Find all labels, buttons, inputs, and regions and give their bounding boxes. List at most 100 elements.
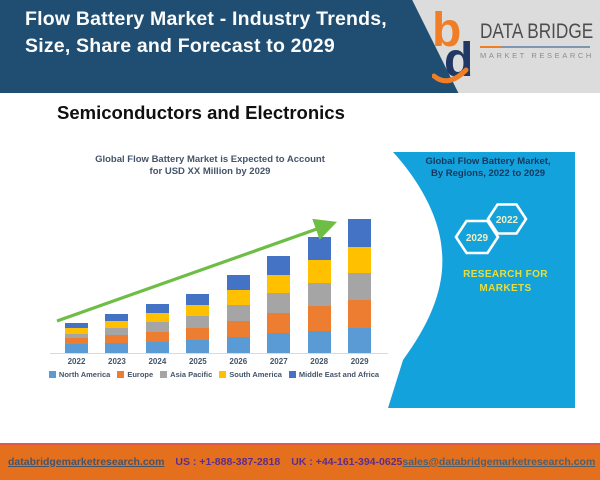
x-axis-label: 2022 xyxy=(67,357,86,366)
bar-segment xyxy=(105,327,129,335)
hexagon-2022-label: 2022 xyxy=(496,215,519,226)
logo-brand-name: DATA BRIDGE xyxy=(480,20,594,43)
legend-swatch-icon xyxy=(48,371,56,378)
legend-label: Europe xyxy=(127,370,154,379)
regions-panel: 2029 2022 xyxy=(388,152,575,408)
panel-title-line1: Global Flow Battery Market, xyxy=(425,156,551,167)
bar-segment xyxy=(307,283,331,306)
legend-item: North America xyxy=(48,370,111,379)
legend-item: Middle East and Africa xyxy=(288,370,380,379)
company-logo: b d DATA BRIDGE MARKET RESEARCH xyxy=(432,6,598,90)
legend-swatch-icon xyxy=(160,371,168,378)
logo-text-block: DATA BRIDGE MARKET RESEARCH xyxy=(480,20,598,60)
bar-segment xyxy=(145,322,169,332)
bar-2024 xyxy=(145,304,169,353)
header-banner: Flow Battery Market - Industry Trends, S… xyxy=(0,0,600,93)
bar-2023 xyxy=(105,314,129,353)
hexagon-2029-label: 2029 xyxy=(466,233,489,244)
panel-title-line2: By Regions, 2022 to 2029 xyxy=(430,168,546,179)
bar-segment xyxy=(145,342,169,353)
bar-segment xyxy=(267,256,291,275)
bar-segment xyxy=(186,340,210,353)
chart-title: Global Flow Battery Market is Expected t… xyxy=(40,154,380,177)
svg-text:b: b xyxy=(432,6,461,57)
bar-segment xyxy=(105,335,129,343)
bar-segment xyxy=(145,313,169,322)
bar-2029 xyxy=(348,219,372,353)
bar-segment xyxy=(145,304,169,313)
bar-segment xyxy=(226,337,250,353)
website-link[interactable]: databridgemarketresearch.com xyxy=(8,455,165,468)
bar-segment xyxy=(145,332,169,342)
footer-bar: databridgemarketresearch.com US : +1-888… xyxy=(0,443,600,480)
bar-segment xyxy=(307,237,331,260)
x-axis-label: 2023 xyxy=(108,357,126,366)
page-title: Flow Battery Market - Industry Trends, S… xyxy=(25,8,387,57)
bar-segment xyxy=(65,344,88,353)
x-axis-label: 2024 xyxy=(148,357,167,366)
bar-2025 xyxy=(186,294,210,353)
bar-segment xyxy=(65,328,88,334)
bar-segment xyxy=(307,260,331,283)
panel-tagline-line1: RESEARCH FOR xyxy=(463,269,548,280)
hexagon-2029-icon xyxy=(454,219,500,255)
bar-segment xyxy=(267,274,291,293)
databridge-logo-icon: b d xyxy=(432,6,473,86)
bar-segment xyxy=(65,338,88,344)
bar-segment xyxy=(307,331,331,353)
legend-label: South America xyxy=(229,370,282,379)
legend-item: South America xyxy=(219,370,282,379)
x-axis-label: 2029 xyxy=(350,357,369,366)
x-axis-label: 2026 xyxy=(229,357,248,366)
bar-segment xyxy=(186,328,210,340)
legend-swatch-icon xyxy=(117,371,125,378)
legend-swatch-icon xyxy=(288,371,296,378)
hexagon-2022-icon xyxy=(486,203,528,235)
panel-tagline: RESEARCH FOR MARKETS xyxy=(428,268,583,296)
bar-segment xyxy=(105,343,129,353)
panel-tagline-line2: MARKETS xyxy=(479,283,532,294)
bar-segment xyxy=(186,316,210,328)
bar-segment xyxy=(348,273,372,300)
us-phone: US : +1-888-387-2818 xyxy=(175,455,281,468)
chart-title-line2: for USD XX Million by 2029 xyxy=(149,165,271,177)
bar-segment xyxy=(348,247,372,273)
category-heading: Semiconductors and Electronics xyxy=(57,102,345,123)
bar-segment xyxy=(348,300,372,328)
bar-segment xyxy=(267,293,291,313)
bar-segment xyxy=(226,275,250,290)
bar-2026 xyxy=(226,275,250,353)
panel-background-shape xyxy=(388,152,575,408)
bar-2022 xyxy=(65,323,88,353)
chart-title-line1: Global Flow Battery Market is Expected t… xyxy=(95,154,325,165)
bar-segment xyxy=(65,333,88,338)
logo-tagline: MARKET RESEARCH xyxy=(480,51,594,60)
bar-segment xyxy=(267,333,291,353)
bar-segment xyxy=(65,323,88,328)
legend-label: Asia Pacific xyxy=(170,370,213,379)
x-axis-label: 2027 xyxy=(269,357,288,366)
x-axis-label: 2025 xyxy=(188,357,207,366)
bar-segment xyxy=(348,328,372,353)
legend-label: North America xyxy=(58,370,111,379)
bar-segment xyxy=(348,219,372,247)
bar-segment xyxy=(307,306,331,331)
panel-title: Global Flow Battery Market, By Regions, … xyxy=(400,156,576,180)
bar-2028 xyxy=(307,237,331,353)
bar-segment xyxy=(186,294,210,305)
legend-swatch-icon xyxy=(219,371,227,378)
bar-segment xyxy=(267,313,291,333)
legend-label: Middle East and Africa xyxy=(298,370,380,379)
bar-segment xyxy=(226,305,250,321)
legend-item: Asia Pacific xyxy=(160,370,212,379)
bar-segment xyxy=(186,305,210,316)
email-link[interactable]: sales@databridgemarketresearch.com xyxy=(402,455,596,468)
uk-phone: UK : +44-161-394-0625 xyxy=(291,455,403,468)
legend-item: Europe xyxy=(117,370,153,379)
chart-legend: North America Europe Asia Pacific South Ame… xyxy=(42,370,386,379)
bar-segment xyxy=(226,321,250,337)
bar-segment xyxy=(105,320,129,328)
bar-segment xyxy=(226,290,250,305)
logo-divider xyxy=(480,46,590,48)
x-axis-label: 2028 xyxy=(310,357,329,366)
